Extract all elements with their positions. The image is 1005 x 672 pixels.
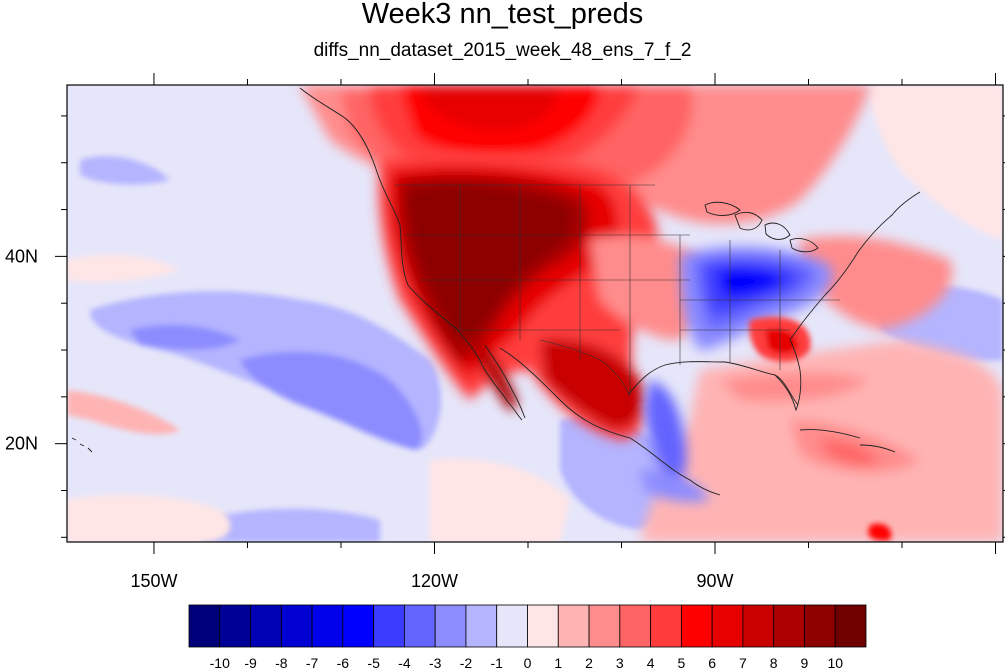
colorbar-box bbox=[188, 604, 221, 648]
colorbar-label: 9 bbox=[801, 655, 809, 671]
colorbar-label: -9 bbox=[244, 655, 257, 671]
colorbar-label: 10 bbox=[827, 655, 843, 671]
chart-title: Week3 nn_test_preds bbox=[361, 0, 644, 30]
western-us-anomalies bbox=[378, 153, 704, 440]
colorbar-box bbox=[373, 604, 405, 648]
y-tick-label: 20N bbox=[5, 434, 38, 454]
colorbar-label: -6 bbox=[337, 655, 350, 671]
y-tick-labels: 40N 20N bbox=[5, 246, 38, 453]
colorbar-label: -7 bbox=[306, 655, 319, 671]
canada-anomalies bbox=[300, 85, 870, 224]
x-tick-label: 150W bbox=[130, 571, 177, 591]
colorbar-box bbox=[342, 604, 375, 648]
y-tick-label: 40N bbox=[5, 246, 38, 266]
colorbar-label: -3 bbox=[429, 655, 442, 671]
colorbar-label: 3 bbox=[616, 655, 624, 671]
colorbar-label: -2 bbox=[460, 655, 473, 671]
colorbar-box bbox=[650, 604, 682, 648]
colorbar-box bbox=[434, 604, 467, 648]
coastlines bbox=[71, 87, 921, 496]
pacific-negative-anomalies bbox=[80, 156, 1003, 542]
colorbar-box bbox=[496, 604, 528, 648]
state-borders bbox=[395, 184, 840, 396]
colorbar-box bbox=[619, 604, 651, 648]
map-frame bbox=[66, 84, 1004, 543]
colorbar-labels: -10 -9 -8 -7 -6 -5 -4 -3 -2 -1 0 1 2 3 4 5 6 7 8 9 10 bbox=[210, 655, 844, 671]
colorbar-box bbox=[711, 604, 744, 648]
pacific-positive-anomalies bbox=[67, 85, 1003, 542]
x-tick-label: 120W bbox=[411, 571, 458, 591]
colorbar-box bbox=[557, 604, 590, 648]
colorbar-box bbox=[773, 604, 805, 648]
colorbar-box bbox=[527, 604, 559, 648]
map-field bbox=[67, 85, 1003, 542]
colorbar-label: -4 bbox=[398, 655, 411, 671]
colorbar-label: 5 bbox=[677, 655, 685, 671]
colorbar-box bbox=[404, 604, 436, 648]
colorbar-box bbox=[465, 604, 498, 648]
colorbar-label: 0 bbox=[524, 655, 532, 671]
axis-ticks bbox=[55, 73, 1005, 554]
colorbar-box bbox=[250, 604, 282, 648]
colorbar-box bbox=[742, 604, 775, 648]
colorbar bbox=[188, 604, 867, 648]
colorbar-label: -1 bbox=[491, 655, 504, 671]
colorbar-box bbox=[219, 604, 251, 648]
colorbar-label: 8 bbox=[770, 655, 778, 671]
atlantic-positive-anomalies bbox=[640, 236, 1003, 542]
colorbar-label: 6 bbox=[708, 655, 716, 671]
colorbar-label: 4 bbox=[647, 655, 655, 671]
colorbar-box bbox=[311, 604, 344, 648]
colorbar-box bbox=[804, 604, 836, 648]
x-tick-labels: 150W 120W 90W bbox=[130, 571, 733, 591]
colorbar-label: 7 bbox=[739, 655, 747, 671]
colorbar-box bbox=[588, 604, 621, 648]
colorbar-box bbox=[280, 604, 313, 648]
colorbar-label: -8 bbox=[275, 655, 288, 671]
colorbar-label: -10 bbox=[210, 655, 230, 671]
colorbar-box bbox=[680, 604, 713, 648]
eastern-us-negative-anomalies bbox=[640, 246, 832, 502]
chart-subtitle: diffs_nn_dataset_2015_week_48_ens_7_f_2 bbox=[313, 40, 692, 61]
x-tick-label: 90W bbox=[696, 571, 733, 591]
colorbar-label: 1 bbox=[554, 655, 562, 671]
colorbar-label: -5 bbox=[367, 655, 380, 671]
colorbar-box bbox=[834, 604, 867, 648]
colorbar-label: 2 bbox=[585, 655, 593, 671]
